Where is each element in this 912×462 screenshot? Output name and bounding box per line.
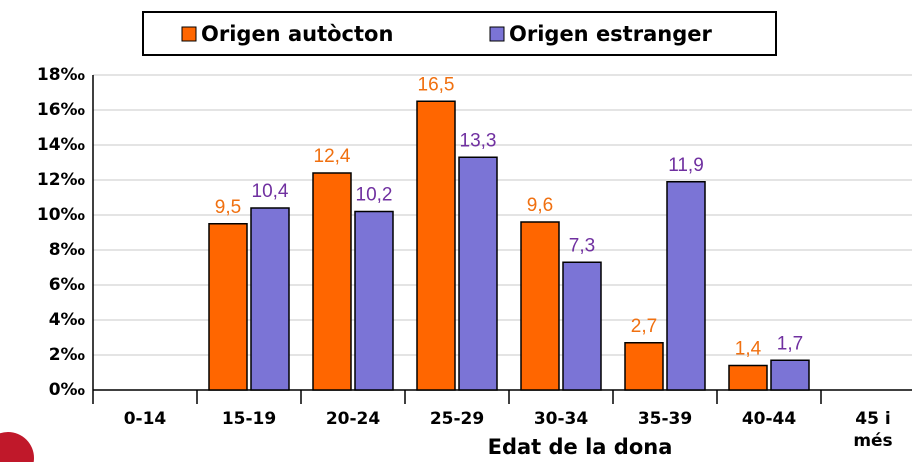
x-tick-label: 0-14: [123, 409, 167, 429]
value-label: 13,3: [460, 130, 497, 151]
bar: [666, 181, 706, 391]
bar: [208, 223, 248, 391]
x-axis-label: Edat de la dona: [488, 435, 673, 459]
y-tick-label: 6‰: [49, 275, 86, 295]
legend-label: Origen estranger: [509, 22, 712, 46]
y-tick-label: 8‰: [49, 240, 86, 260]
value-label: 16,5: [418, 74, 455, 95]
bar: [354, 210, 394, 391]
legend-swatch: [489, 26, 505, 42]
bar: [250, 207, 290, 391]
value-label: 2,7: [631, 316, 657, 337]
y-tick-label: 10‰: [37, 205, 86, 225]
value-label: 9,5: [215, 197, 241, 218]
legend-label: Origen autòcton: [201, 22, 393, 46]
bar: [458, 156, 498, 391]
y-tick-label: 0‰: [49, 380, 86, 400]
x-tick-label: 35-39: [637, 409, 693, 429]
value-label: 10,2: [356, 185, 393, 206]
bar: [770, 359, 810, 391]
y-tick-label: 2‰: [49, 345, 86, 365]
y-tick-label: 12‰: [37, 170, 86, 190]
y-tick-label: 16‰: [37, 100, 86, 120]
legend-box: [142, 11, 777, 56]
y-tick-label: 14‰: [37, 135, 86, 155]
bar: [520, 221, 560, 391]
x-tick-label: 25-29: [429, 409, 485, 429]
value-label: 9,6: [527, 195, 553, 216]
value-label: 12,4: [314, 146, 351, 167]
y-tick-label: 18‰: [37, 65, 86, 85]
bar: [312, 172, 352, 391]
x-tick-label: 40-44: [741, 409, 797, 429]
bar: [562, 261, 602, 391]
bar: [624, 342, 664, 391]
logo: [0, 432, 34, 462]
value-label: 10,4: [252, 181, 289, 202]
value-label: 1,7: [777, 333, 803, 354]
x-tick-label: 30-34: [533, 409, 589, 429]
bar: [728, 364, 768, 391]
x-tick-label: 15-19: [221, 409, 277, 429]
y-tick-label: 4‰: [49, 310, 86, 330]
value-label: 11,9: [668, 155, 704, 176]
x-tick-label: 45 i més: [853, 409, 893, 451]
x-tick-label: 20-24: [325, 409, 381, 429]
value-label: 7,3: [569, 235, 595, 256]
legend-swatch: [181, 26, 197, 42]
bar: [416, 100, 456, 391]
value-label: 1,4: [735, 339, 762, 360]
